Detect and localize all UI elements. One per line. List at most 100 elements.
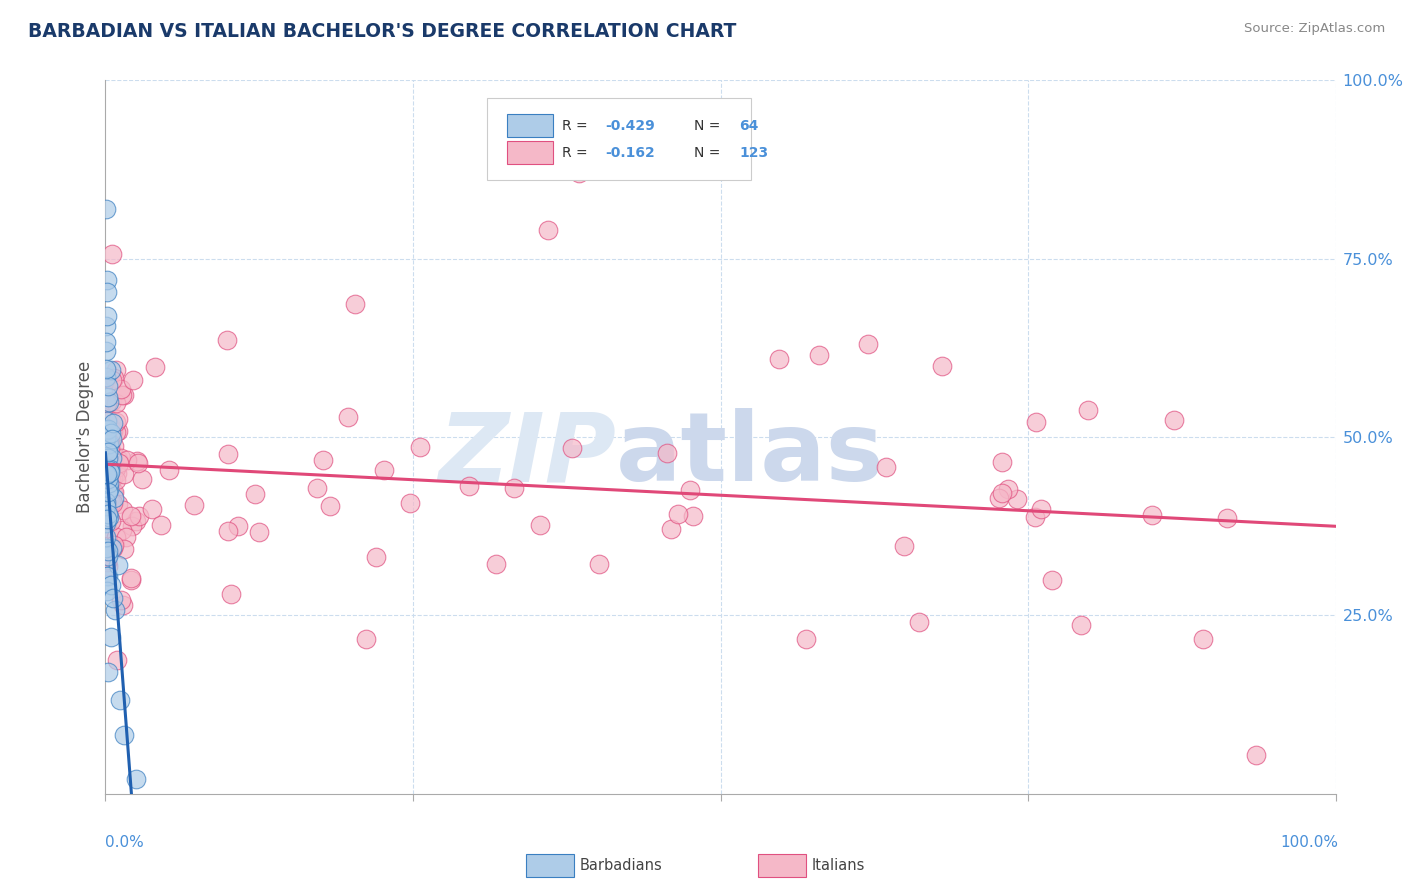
Text: BARBADIAN VS ITALIAN BACHELOR'S DEGREE CORRELATION CHART: BARBADIAN VS ITALIAN BACHELOR'S DEGREE C… — [28, 22, 737, 41]
Point — [96, 583, 118, 598]
Point — [987, 491, 1010, 506]
Point — [110, 383, 132, 397]
Point — [97, 665, 120, 680]
Point — [96, 521, 118, 535]
Point — [485, 557, 508, 571]
Point — [105, 425, 128, 440]
Point — [143, 359, 166, 374]
Point — [108, 456, 131, 470]
Point — [101, 424, 124, 438]
Point — [105, 396, 128, 410]
Y-axis label: Bachelor's Degree: Bachelor's Degree — [76, 361, 94, 513]
Point — [1029, 501, 1052, 516]
Point — [97, 544, 120, 558]
Point — [103, 537, 125, 551]
Point — [115, 453, 138, 467]
Point — [101, 394, 124, 409]
Point — [94, 530, 117, 544]
Point — [97, 437, 120, 451]
Point — [141, 502, 163, 516]
Point — [101, 373, 124, 387]
Text: 64: 64 — [740, 119, 758, 133]
Point — [110, 450, 132, 465]
Point — [94, 202, 117, 216]
Point — [588, 557, 610, 571]
Point — [1005, 491, 1028, 506]
Point — [105, 460, 128, 475]
Text: 100.0%: 100.0% — [1281, 836, 1339, 850]
Text: R =: R = — [562, 119, 592, 133]
Point — [112, 541, 135, 556]
Point — [108, 692, 131, 706]
Point — [103, 541, 125, 556]
Point — [100, 541, 122, 555]
Point — [1025, 415, 1047, 429]
Point — [97, 412, 120, 426]
Point — [94, 541, 117, 555]
Point — [183, 499, 205, 513]
Point — [157, 463, 180, 477]
Point — [561, 441, 583, 455]
Point — [893, 539, 915, 553]
Point — [875, 460, 897, 475]
FancyBboxPatch shape — [486, 98, 751, 180]
Point — [128, 508, 150, 523]
Point — [111, 599, 134, 613]
Point — [336, 409, 359, 424]
Point — [104, 455, 127, 469]
Point — [96, 552, 118, 566]
Point — [217, 447, 239, 461]
Text: N =: N = — [693, 145, 724, 160]
Point — [96, 516, 118, 531]
Point — [98, 452, 121, 467]
Text: -0.429: -0.429 — [605, 119, 655, 133]
Point — [96, 423, 118, 437]
Point — [96, 432, 118, 446]
Point — [97, 445, 120, 459]
Point — [319, 499, 342, 513]
Point — [97, 422, 120, 436]
Text: N =: N = — [693, 119, 724, 133]
Point — [458, 479, 481, 493]
Point — [97, 509, 120, 524]
Point — [1140, 508, 1163, 522]
Point — [1077, 403, 1099, 417]
Point — [96, 442, 118, 457]
Point — [100, 578, 122, 592]
Point — [101, 416, 124, 430]
Point — [100, 496, 122, 510]
Point — [94, 454, 117, 468]
Point — [768, 351, 790, 366]
Point — [96, 423, 118, 437]
Point — [112, 728, 135, 742]
Point — [96, 273, 118, 287]
Point — [101, 496, 124, 510]
Point — [100, 465, 122, 479]
Point — [221, 587, 243, 601]
Point — [100, 474, 122, 488]
Point — [247, 524, 270, 539]
Point — [100, 473, 122, 487]
Point — [226, 518, 249, 533]
Point — [96, 309, 118, 323]
Text: 123: 123 — [740, 145, 768, 160]
Point — [373, 463, 395, 477]
Point — [1024, 510, 1046, 524]
Point — [666, 507, 689, 521]
Point — [96, 569, 118, 583]
Point — [101, 591, 124, 605]
Point — [97, 390, 120, 404]
Point — [105, 652, 128, 666]
Point — [107, 424, 129, 438]
Point — [103, 485, 125, 500]
Point — [107, 412, 129, 426]
Point — [682, 508, 704, 523]
Point — [127, 456, 149, 470]
Point — [1191, 632, 1213, 646]
Point — [105, 363, 128, 377]
Point — [103, 371, 125, 385]
Point — [107, 558, 129, 573]
Point — [114, 531, 136, 545]
Point — [1070, 618, 1092, 632]
Point — [96, 414, 118, 428]
